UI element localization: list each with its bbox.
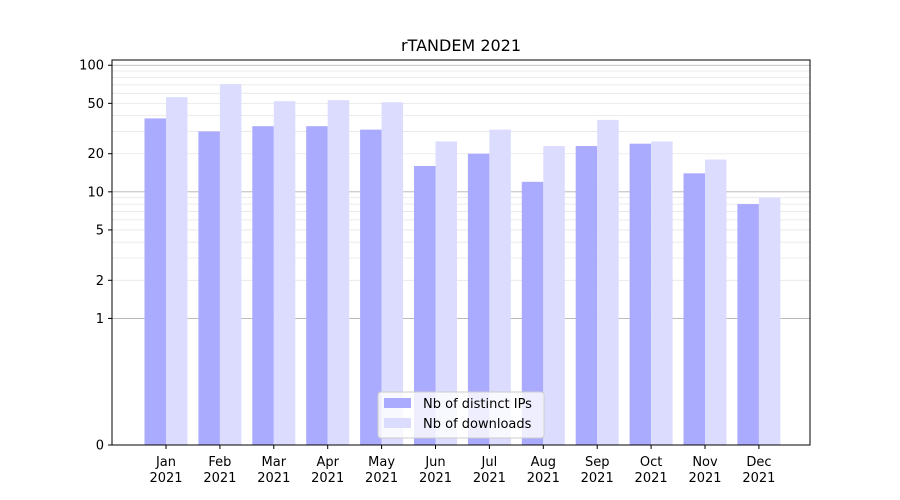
x-tick-label-year: 2021 xyxy=(473,471,506,486)
x-tick-label-month: Dec xyxy=(746,455,771,470)
bar-distinct-ips xyxy=(737,204,759,445)
chart-title: rTANDEM 2021 xyxy=(401,36,521,55)
x-tick-label-month: Mar xyxy=(262,455,287,470)
y-tick-label: 20 xyxy=(87,147,104,162)
x-tick-label-month: Jul xyxy=(481,455,498,470)
y-tick-label: 100 xyxy=(79,59,104,74)
x-tick-label-month: Jun xyxy=(424,455,445,470)
bar-downloads xyxy=(489,129,511,445)
y-tick-label: 2 xyxy=(96,274,104,289)
x-tick-label-year: 2021 xyxy=(581,471,614,486)
bar-distinct-ips xyxy=(252,126,274,446)
x-tick-label-month: Sep xyxy=(585,455,610,470)
x-tick-label-year: 2021 xyxy=(635,471,668,486)
x-tick-label-year: 2021 xyxy=(311,471,344,486)
bar-downloads xyxy=(651,141,673,445)
x-axis: Jan2021Feb2021Mar2021Apr2021May2021Jun20… xyxy=(149,445,775,486)
bar-distinct-ips xyxy=(306,126,328,446)
bar-distinct-ips xyxy=(414,165,436,446)
bar-distinct-ips xyxy=(521,181,544,445)
x-tick-label-year: 2021 xyxy=(527,471,560,486)
legend: Nb of distinct IPs Nb of downloads xyxy=(377,391,545,439)
bar-downloads xyxy=(435,141,457,445)
x-tick-label-year: 2021 xyxy=(365,471,398,486)
bar-distinct-ips xyxy=(144,118,166,445)
x-tick-label-year: 2021 xyxy=(149,471,182,486)
legend-box xyxy=(377,391,545,439)
x-tick-label-month: May xyxy=(368,455,395,470)
bar-distinct-ips xyxy=(629,143,652,445)
x-tick-label-month: Feb xyxy=(208,455,231,470)
bar-downloads xyxy=(543,146,565,445)
bar-downloads xyxy=(381,102,404,445)
plot-frame xyxy=(111,59,811,446)
y-axis: 0 1 2 5 10 20 50 100 xyxy=(79,59,112,454)
x-tick-label-year: 2021 xyxy=(742,471,775,486)
legend-swatch xyxy=(384,418,411,428)
bar-distinct-ips xyxy=(467,153,490,446)
x-tick-label-month: Oct xyxy=(640,455,662,470)
legend-label: Nb of distinct IPs xyxy=(423,397,532,412)
legend-swatch xyxy=(384,398,411,408)
x-tick-label-month: Nov xyxy=(692,455,718,470)
bar-downloads xyxy=(597,119,619,445)
y-tick-label: 5 xyxy=(96,223,104,238)
x-tick-label-month: Apr xyxy=(316,455,339,470)
bar-downloads xyxy=(758,197,781,445)
bar-distinct-ips xyxy=(198,131,220,445)
x-tick-label-year: 2021 xyxy=(688,471,721,486)
y-tick-label: 10 xyxy=(87,185,104,200)
bar-downloads xyxy=(705,159,727,445)
bar-downloads xyxy=(327,100,350,445)
x-tick-label-year: 2021 xyxy=(257,471,290,486)
y-tick-label: 0 xyxy=(96,439,104,454)
y-tick-label: 1 xyxy=(96,312,104,327)
bar-downloads xyxy=(166,97,188,446)
x-tick-label-month: Jan xyxy=(155,455,176,470)
legend-label: Nb of downloads xyxy=(423,417,532,432)
x-tick-label-month: Aug xyxy=(531,455,556,470)
bar-downloads xyxy=(273,101,296,446)
y-tick-label: 50 xyxy=(87,97,104,112)
bar-distinct-ips xyxy=(360,129,382,445)
bar-downloads xyxy=(219,84,242,446)
x-tick-label-year: 2021 xyxy=(419,471,452,486)
bar-distinct-ips xyxy=(575,146,598,445)
bars xyxy=(144,84,781,446)
x-tick-label-year: 2021 xyxy=(203,471,236,486)
bar-distinct-ips xyxy=(683,173,705,445)
